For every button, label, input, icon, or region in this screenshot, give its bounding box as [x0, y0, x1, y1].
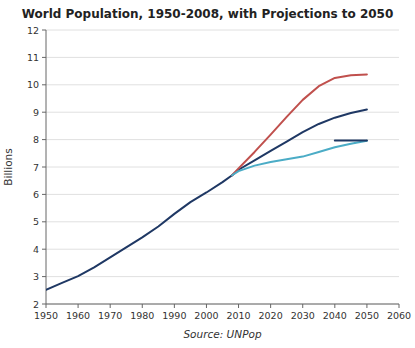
title: World Population, 1950-2008, with Projec… — [22, 7, 394, 21]
y-tick — [42, 112, 46, 113]
y-tick-label: 3 — [33, 271, 39, 282]
x-tick — [142, 304, 143, 308]
series-line — [232, 109, 367, 175]
y-tick — [42, 194, 46, 195]
x-tick — [206, 304, 207, 308]
y-axis-label: Billions — [2, 148, 14, 185]
x-tick-label: 2030 — [291, 310, 315, 321]
background — [0, 0, 415, 348]
y-tick — [42, 57, 46, 58]
x-tick-label: 1950 — [34, 310, 58, 321]
y-grid-line — [46, 194, 399, 195]
y-tick — [42, 84, 46, 85]
x-tick — [46, 304, 47, 308]
y-grid-line — [46, 167, 399, 168]
x-tick — [302, 304, 303, 308]
y-tick-label: 7 — [33, 162, 39, 173]
chart: 1950 1960 1970 1980 1990 2000 2010 2020 2030 2040… — [0, 0, 415, 348]
series-line — [46, 175, 232, 290]
x-tick — [174, 304, 175, 308]
x-tick — [238, 304, 239, 308]
x-tick-label: 2020 — [259, 310, 283, 321]
y-tick-label: 10 — [27, 79, 39, 90]
x-axis-line — [46, 304, 399, 305]
y-grid-line — [46, 249, 399, 250]
y-tick — [42, 304, 46, 305]
y-tick-label: 6 — [33, 189, 39, 200]
x-tick-label: 1970 — [98, 310, 122, 321]
axes: 1950 1960 1970 1980 1990 2000 2010 2020 2030 2040… — [27, 25, 411, 322]
y-tick — [42, 276, 46, 277]
y-tick — [42, 30, 46, 31]
series-line — [335, 139, 367, 141]
y-tick-label: 11 — [27, 52, 39, 63]
y-tick — [42, 249, 46, 250]
x-tick — [366, 304, 367, 308]
series-line — [232, 74, 367, 175]
y-grid-line — [46, 221, 399, 222]
x-tick — [334, 304, 335, 308]
x-tick-label: 2000 — [194, 310, 218, 321]
y-grid-line — [46, 304, 399, 305]
x-axis-label: Source: UNPop — [183, 328, 261, 340]
x-tick — [110, 304, 111, 308]
y-grid-line — [46, 84, 399, 85]
y-grid-line — [46, 276, 399, 277]
y-tick — [42, 167, 46, 168]
x-tick — [78, 304, 79, 308]
series-group — [46, 74, 367, 289]
y-tick — [42, 221, 46, 222]
grid — [46, 30, 399, 304]
x-tick-label: 2040 — [323, 310, 347, 321]
series-line — [232, 141, 367, 176]
y-tick-label: 8 — [33, 134, 39, 145]
y-tick — [42, 139, 46, 140]
y-grid-line — [46, 112, 399, 113]
x-tick-label: 2050 — [355, 310, 379, 321]
y-grid-line — [46, 139, 399, 140]
x-tick — [399, 304, 400, 308]
y-tick-label: 4 — [33, 244, 39, 255]
y-tick-label: 5 — [33, 216, 39, 227]
x-tick-label: 1960 — [66, 310, 90, 321]
y-tick-label: 12 — [27, 25, 39, 36]
x-tick-label: 2060 — [387, 310, 411, 321]
y-tick-label: 2 — [33, 299, 39, 310]
x-tick-label: 1990 — [162, 310, 186, 321]
x-tick-label: 1980 — [130, 310, 154, 321]
y-grid-line — [46, 30, 399, 31]
x-tick — [270, 304, 271, 308]
x-tick-label: 2010 — [226, 310, 250, 321]
y-grid-line — [46, 57, 399, 58]
y-tick-label: 9 — [33, 107, 39, 118]
